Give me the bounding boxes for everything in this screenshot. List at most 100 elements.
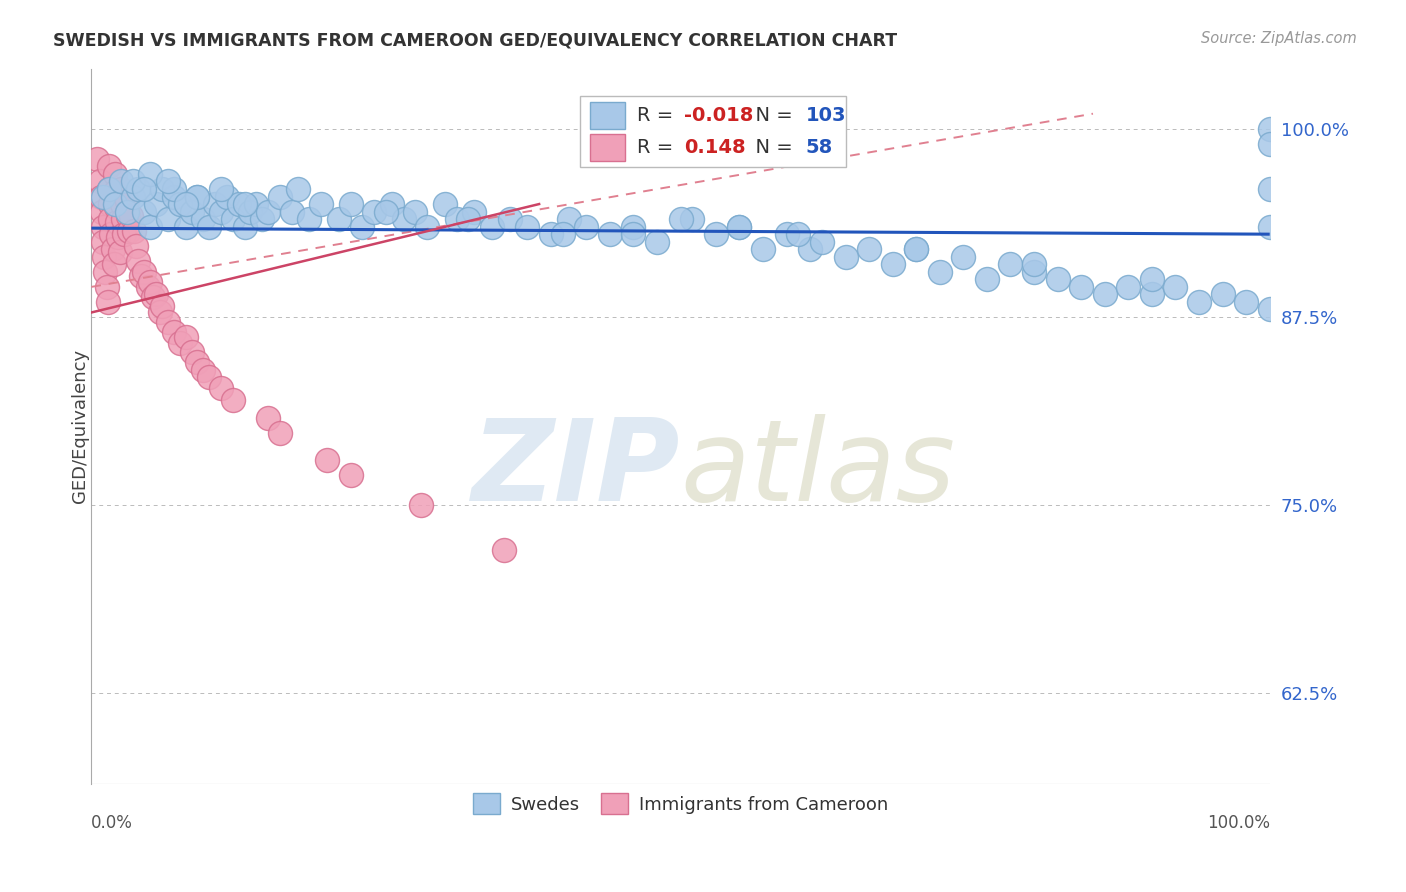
Point: [905, 242, 928, 256]
Point: [1022, 257, 1045, 271]
Point: [834, 250, 856, 264]
Point: [186, 189, 208, 203]
Point: [98, 197, 121, 211]
Y-axis label: GED/Equivalency: GED/Equivalency: [72, 349, 89, 503]
Point: [96, 280, 118, 294]
Point: [222, 212, 245, 227]
Point: [98, 182, 121, 196]
Text: 0.148: 0.148: [685, 137, 745, 157]
Point: [110, 182, 132, 196]
Point: [129, 269, 152, 284]
Point: [156, 174, 179, 188]
Point: [411, 498, 433, 512]
Point: [233, 219, 256, 234]
Point: [169, 335, 191, 350]
Point: [269, 425, 291, 440]
Point: [1258, 302, 1281, 317]
Point: [127, 254, 149, 268]
Point: [111, 197, 134, 211]
Point: [101, 242, 124, 256]
Point: [882, 257, 904, 271]
Text: R =: R =: [637, 137, 679, 157]
Point: [257, 204, 280, 219]
Point: [752, 242, 775, 256]
Point: [105, 215, 128, 229]
Point: [104, 167, 127, 181]
Point: [433, 197, 456, 211]
Point: [98, 160, 121, 174]
Point: [811, 235, 834, 249]
Point: [91, 235, 114, 249]
Point: [97, 294, 120, 309]
Point: [105, 200, 128, 214]
Point: [136, 280, 159, 294]
Point: [269, 189, 291, 203]
Point: [98, 182, 121, 196]
Point: [952, 250, 974, 264]
Point: [149, 305, 172, 319]
Point: [976, 272, 998, 286]
Point: [1070, 280, 1092, 294]
Point: [198, 219, 221, 234]
Point: [117, 209, 139, 223]
Point: [280, 204, 302, 219]
Point: [1022, 265, 1045, 279]
Point: [169, 197, 191, 211]
Text: 103: 103: [806, 106, 846, 125]
Point: [180, 204, 202, 219]
Point: [457, 212, 479, 227]
Text: N =: N =: [742, 106, 799, 125]
Point: [233, 197, 256, 211]
Point: [1258, 121, 1281, 136]
Point: [104, 185, 127, 199]
Point: [142, 290, 165, 304]
Point: [339, 468, 361, 483]
Point: [150, 182, 173, 196]
Point: [799, 242, 821, 256]
Point: [139, 219, 162, 234]
Point: [669, 212, 692, 227]
Point: [728, 219, 751, 234]
Point: [239, 204, 262, 219]
Point: [193, 362, 215, 376]
FancyBboxPatch shape: [589, 134, 626, 161]
Point: [112, 227, 135, 242]
Point: [100, 227, 122, 242]
Point: [103, 257, 125, 271]
Point: [728, 219, 751, 234]
Point: [363, 204, 385, 219]
Point: [245, 197, 267, 211]
Point: [1188, 294, 1211, 309]
Point: [551, 227, 574, 242]
Point: [104, 197, 127, 211]
Point: [127, 182, 149, 196]
Point: [209, 381, 232, 395]
Point: [118, 224, 141, 238]
Point: [352, 219, 374, 234]
Point: [416, 219, 439, 234]
Point: [516, 219, 538, 234]
Point: [463, 204, 485, 219]
Point: [392, 212, 415, 227]
Point: [1116, 280, 1139, 294]
Point: [309, 197, 332, 211]
Point: [134, 182, 156, 196]
Point: [621, 219, 644, 234]
Point: [446, 212, 468, 227]
Point: [1140, 287, 1163, 301]
Point: [858, 242, 880, 256]
Text: 0.0%: 0.0%: [91, 814, 134, 832]
Point: [557, 212, 579, 227]
Text: SWEDISH VS IMMIGRANTS FROM CAMEROON GED/EQUIVALENCY CORRELATION CHART: SWEDISH VS IMMIGRANTS FROM CAMEROON GED/…: [53, 31, 897, 49]
Text: R =: R =: [637, 106, 679, 125]
Point: [110, 174, 132, 188]
Point: [93, 250, 115, 264]
Point: [404, 204, 426, 219]
Point: [120, 209, 142, 223]
Point: [540, 227, 562, 242]
Point: [156, 212, 179, 227]
Point: [209, 182, 232, 196]
Point: [787, 227, 810, 242]
Point: [139, 167, 162, 181]
Point: [186, 189, 208, 203]
